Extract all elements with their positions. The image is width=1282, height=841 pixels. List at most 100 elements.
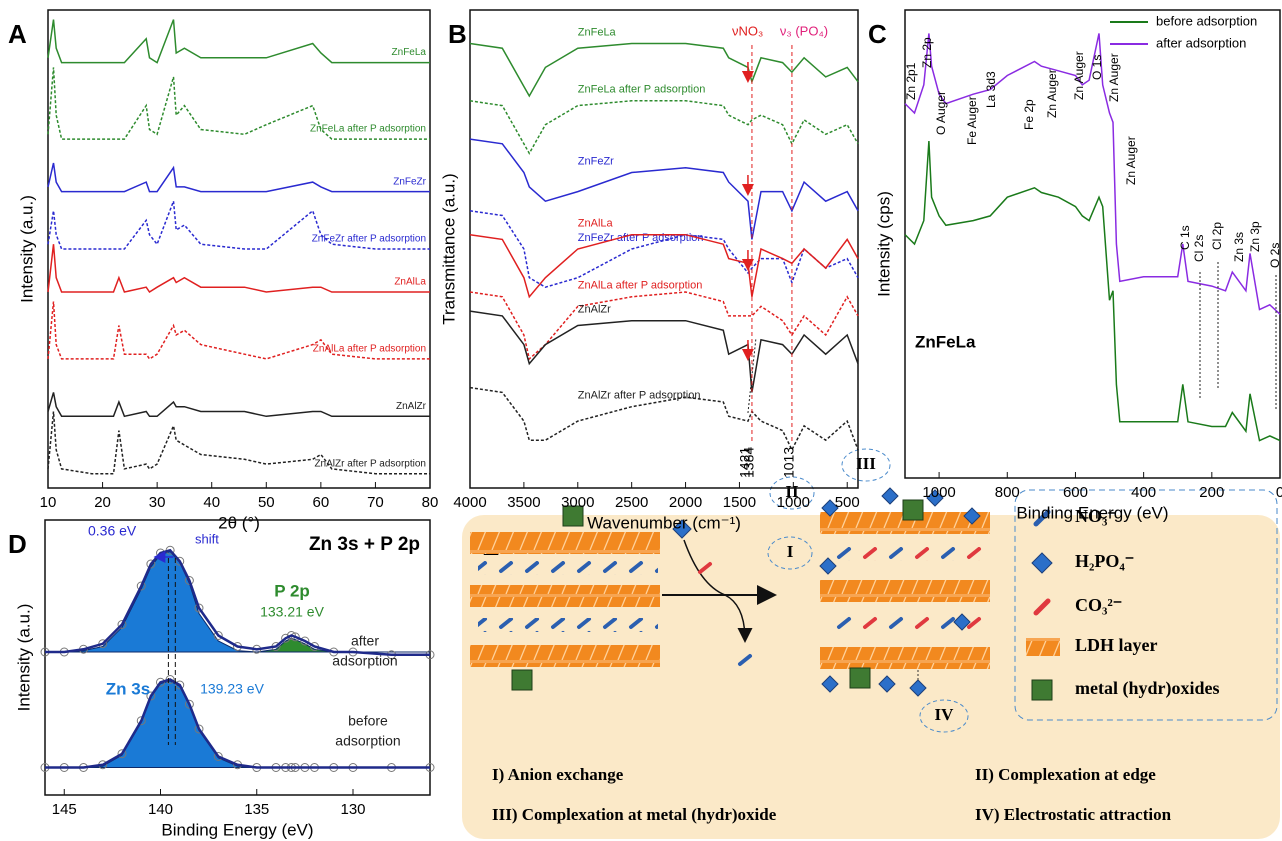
annotation: adsorption [335, 733, 400, 749]
legend-label: after adsorption [1156, 35, 1246, 50]
x-tick-label: 145 [52, 801, 77, 818]
x-tick-label: 60 [313, 494, 330, 511]
data-point [136, 716, 146, 726]
x-tick-label: 40 [203, 494, 220, 511]
x-tick-label: 3500 [507, 494, 540, 511]
peak-annotation: O Auger [934, 91, 948, 135]
x-tick-label: 20 [94, 494, 111, 511]
series-label: ZnAlLa [394, 277, 426, 288]
x-tick-label: 10 [40, 494, 57, 511]
ldh-layer [470, 645, 660, 667]
peak-label: 1421 [737, 447, 753, 478]
series-label: ZnFeLa after P adsorption [578, 84, 706, 96]
legend-label: NO₃⁻ [1075, 506, 1117, 526]
data-point [213, 752, 223, 761]
spectrum-line [47, 19, 430, 64]
plot-frame [904, 9, 1281, 479]
outgoing-arrow [724, 594, 753, 643]
callout-label: II [785, 482, 799, 501]
spectrum-line [47, 392, 430, 418]
peak-annotation: C 1s [1178, 225, 1192, 250]
series-label: ZnAlZr after P adsorption [314, 458, 426, 469]
x-tick-label: 800 [995, 484, 1020, 501]
y-axis-label: Intensity (cps) [874, 191, 893, 297]
spectrum-line [47, 411, 430, 475]
y-axis-label: Transmittance (a.u.) [439, 173, 458, 324]
x-tick-label: 500 [835, 494, 860, 511]
x-tick-label: 0 [1276, 484, 1282, 501]
spectrum-line [469, 42, 859, 98]
panel-letter: A [8, 19, 27, 49]
peak-annotation: Fe 2p [1022, 99, 1036, 130]
caption: II) Complexation at edge [975, 765, 1156, 784]
x-tick-label: 2000 [669, 494, 702, 511]
legend-label: CO₃²⁻ [1075, 595, 1122, 615]
fit-envelope [45, 548, 430, 657]
x-tick-label: 200 [1199, 484, 1224, 501]
series-label: ZnFeLa [392, 47, 427, 58]
x-tick-label: 1000 [777, 494, 810, 511]
series-label: ZnFeZr [393, 176, 426, 187]
data-point [213, 631, 223, 640]
caption: III) Complexation at metal (hydr)oxide [492, 805, 777, 824]
x-axis-label: Binding Energy (eV) [161, 820, 313, 839]
spectrum-line [469, 291, 859, 361]
x-tick-label: 1500 [723, 494, 756, 511]
peak-annotation: Zn 3p [1248, 221, 1262, 252]
peak-annotation: Cl 2p [1210, 222, 1224, 250]
sample-label: ZnFeLa [915, 332, 976, 351]
spectrum-line [469, 386, 859, 452]
callout-label: I [787, 542, 794, 561]
data-point [194, 724, 204, 734]
nitrate-row [478, 561, 658, 575]
callout-label: IV [935, 705, 955, 724]
legend-icon [1031, 552, 1053, 574]
annotation: P 2p [274, 581, 310, 600]
legend-icon [1026, 638, 1060, 656]
x-tick-label: 1000 [922, 484, 955, 501]
peak-annotation: Zn 3s [1232, 232, 1246, 262]
spectrum-line [469, 138, 859, 240]
data-point [117, 749, 127, 759]
spectrum-line [47, 244, 430, 294]
peak-label: 1384 [741, 447, 757, 478]
ldh-layer [470, 585, 660, 607]
callout [769, 476, 815, 510]
panel-letter: C [868, 19, 887, 49]
x-tick-label: 3000 [561, 494, 594, 511]
metal-oxide [562, 505, 584, 527]
x-tick-label: 70 [367, 494, 384, 511]
x-tick-label: 50 [258, 494, 275, 511]
spectrum-line [904, 140, 1281, 442]
panel-letter: D [8, 529, 27, 559]
spectrum-line [469, 310, 859, 393]
callout [841, 448, 891, 482]
x-tick-label: 2500 [615, 494, 648, 511]
series-label: ZnFeLa after P adsorption [310, 124, 426, 135]
peak-annotation: Zn Auger [1124, 136, 1138, 185]
annotation: Zn 3s [106, 679, 150, 698]
peak-annotation: O 2s [1268, 243, 1282, 268]
peak-annotation: Fe Auger [965, 96, 979, 145]
annotation: before [348, 713, 388, 729]
callout-label: III [856, 454, 876, 473]
panel-letter: B [448, 19, 467, 49]
data-point [117, 620, 127, 629]
carbonate-icon [698, 562, 712, 574]
caption: IV) Electrostatic attraction [975, 805, 1172, 824]
band-label: νNO₃ [732, 23, 763, 38]
annotation: 139.23 eV [200, 681, 264, 697]
annotation: after [351, 633, 379, 649]
panel-e: E I II III IV NO₃⁻ H₂PO₄⁻ CO₃²⁻ LDH laye… [462, 448, 1280, 839]
phosphate-icons [819, 487, 981, 697]
legend-label: before adsorption [1156, 13, 1257, 28]
legend-icon [1033, 598, 1051, 616]
x-axis-label: Binding Energy (eV) [1016, 503, 1168, 522]
x-axis-label: Wavenumber (cm⁻¹) [587, 513, 741, 532]
legend-label: LDH layer [1075, 635, 1158, 655]
series-label: ZnFeZr after P adsorption [578, 232, 704, 244]
data-point [194, 603, 204, 613]
x-tick-label: 130 [340, 801, 365, 818]
x-tick-label: 140 [148, 801, 173, 818]
